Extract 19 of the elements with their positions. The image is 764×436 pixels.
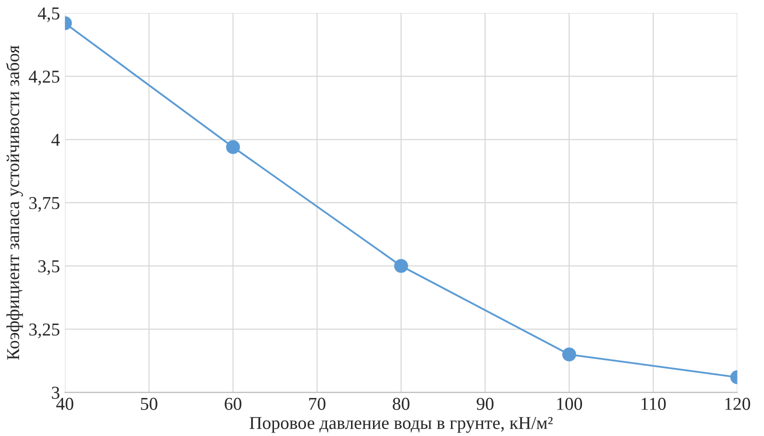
- point: [394, 259, 408, 273]
- x-tick-label: 120: [725, 398, 750, 410]
- y-tick-label: 3,25: [29, 323, 60, 338]
- x-tick-label: 110: [642, 398, 666, 410]
- x-axis-title: Поровое давление воды в грунте, кН/м²: [250, 416, 553, 433]
- x-tick-label: 60: [224, 398, 242, 410]
- y-tick-label: 3,75: [29, 197, 60, 212]
- x-tick-label: 40: [56, 398, 74, 410]
- x-tick-label: 70: [309, 398, 326, 410]
- y-tick-label: 4: [51, 134, 60, 146]
- y-tick-label: 4,25: [28, 70, 60, 86]
- x-tick-label: 90: [476, 398, 494, 410]
- x-tick-label: 80: [392, 398, 410, 410]
- y-axis-title: Коэффициент запаса устойчивости забоя: [6, 46, 23, 360]
- y-tick-label: 3: [52, 386, 60, 399]
- x-tick-label: 50: [141, 398, 158, 410]
- x-tick-label: 100: [557, 398, 582, 410]
- y-tick-label: 4,5: [38, 7, 60, 22]
- y-tick-label: 3,5: [38, 260, 60, 275]
